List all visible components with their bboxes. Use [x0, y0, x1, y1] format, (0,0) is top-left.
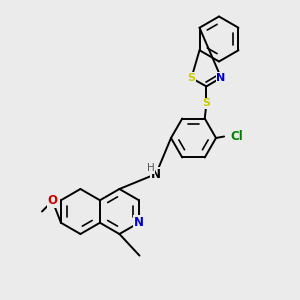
Text: S: S	[188, 73, 195, 83]
Text: O: O	[47, 194, 58, 208]
Text: Cl: Cl	[230, 130, 243, 143]
Text: N: N	[134, 216, 144, 229]
Text: N: N	[151, 167, 161, 181]
Text: S: S	[202, 98, 210, 109]
Text: N: N	[217, 73, 226, 83]
Text: H: H	[147, 163, 154, 173]
